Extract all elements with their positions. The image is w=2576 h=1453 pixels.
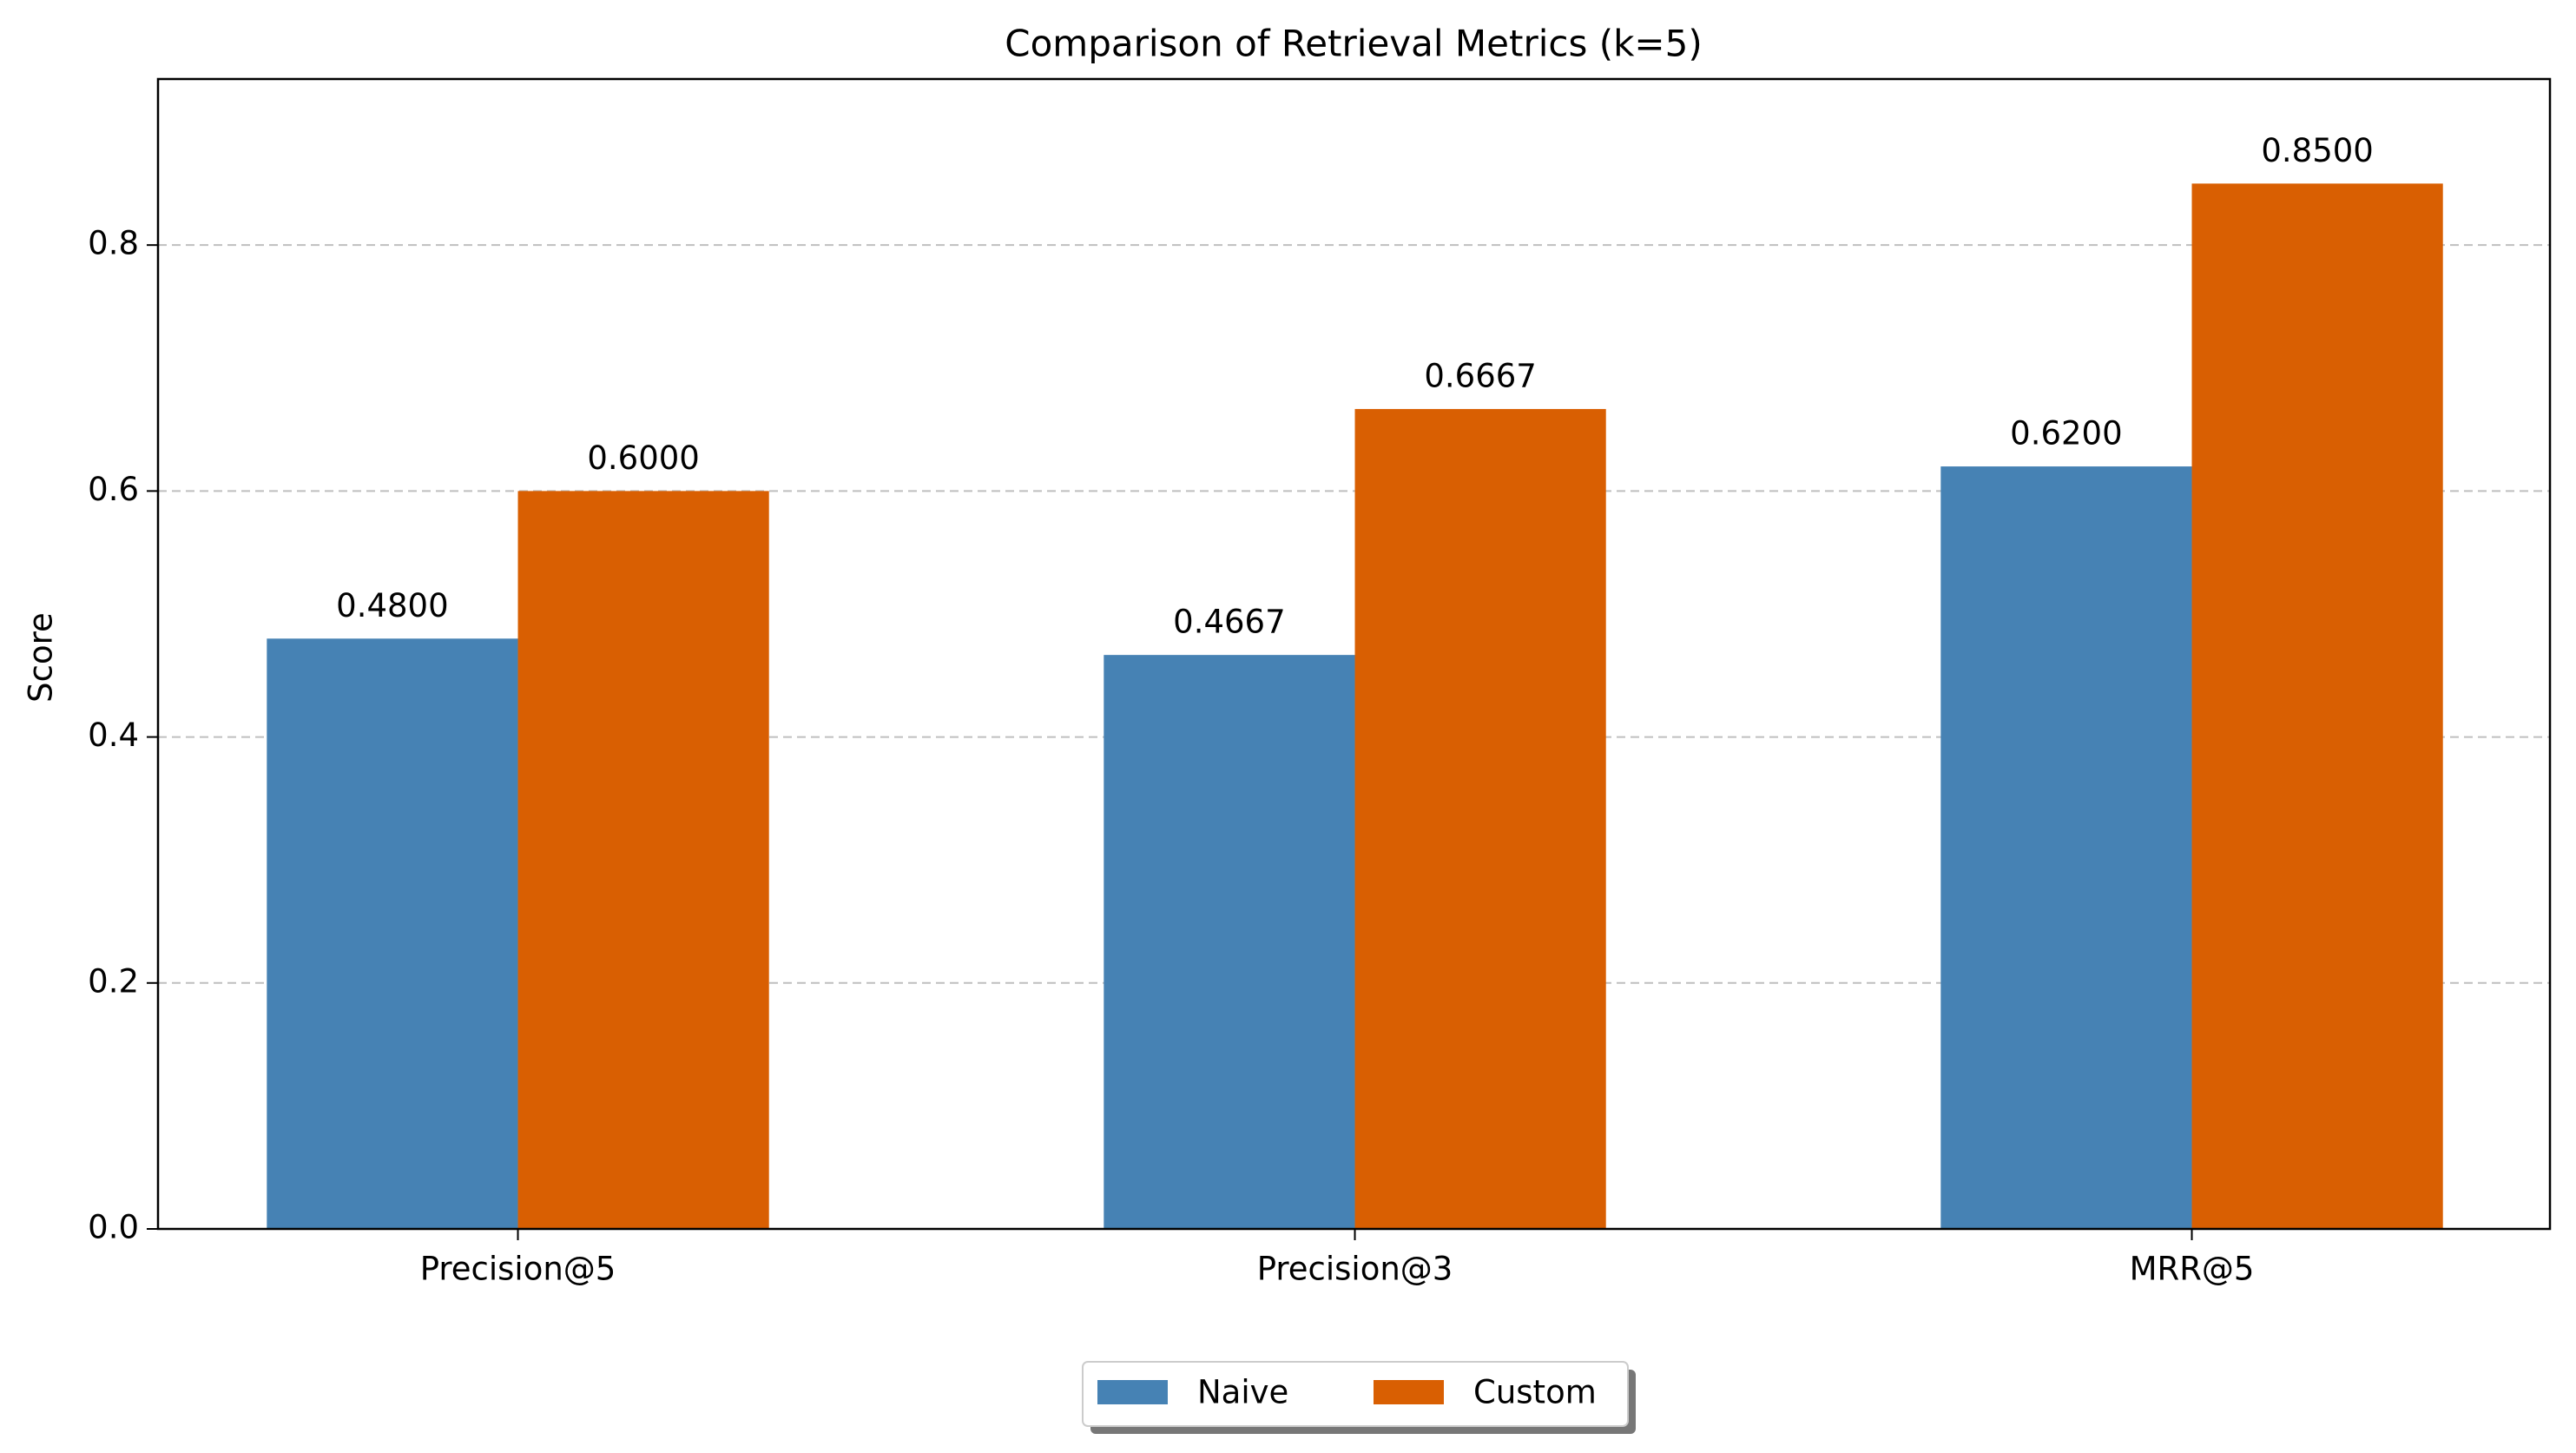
bar-value-label: 0.4667	[1173, 604, 1285, 641]
legend-swatch	[1097, 1380, 1168, 1404]
y-tick-label: 0.6	[88, 471, 139, 508]
y-tick-label: 0.4	[88, 717, 139, 754]
chart-title: Comparison of Retrieval Metrics (k=5)	[1005, 23, 1702, 65]
legend-label: Naive	[1197, 1374, 1288, 1411]
legend-label: Custom	[1473, 1374, 1597, 1411]
bar-value-label: 0.6200	[2010, 415, 2122, 452]
bar	[517, 491, 769, 1229]
y-tick-label: 0.0	[88, 1209, 139, 1246]
bar	[267, 638, 518, 1229]
bar-value-label: 0.6667	[1424, 357, 1536, 394]
bar	[2191, 183, 2443, 1229]
y-axis-label: Score	[23, 612, 60, 703]
bar-value-label: 0.4800	[336, 587, 448, 624]
bar	[1104, 655, 1355, 1229]
x-tick-label: Precision@3	[1257, 1251, 1453, 1288]
bar-value-label: 0.8500	[2261, 132, 2373, 169]
y-tick-label: 0.8	[88, 225, 139, 262]
y-tick-label: 0.2	[88, 962, 139, 1000]
bar-value-label: 0.6000	[587, 439, 699, 477]
x-tick-label: Precision@5	[420, 1251, 616, 1288]
x-tick-label: MRR@5	[2130, 1251, 2255, 1288]
legend-box	[1082, 1361, 1629, 1427]
bar	[1354, 408, 1606, 1229]
bar	[1940, 466, 2192, 1229]
axes-frame	[156, 77, 2552, 1231]
legend-swatch	[1374, 1380, 1444, 1404]
